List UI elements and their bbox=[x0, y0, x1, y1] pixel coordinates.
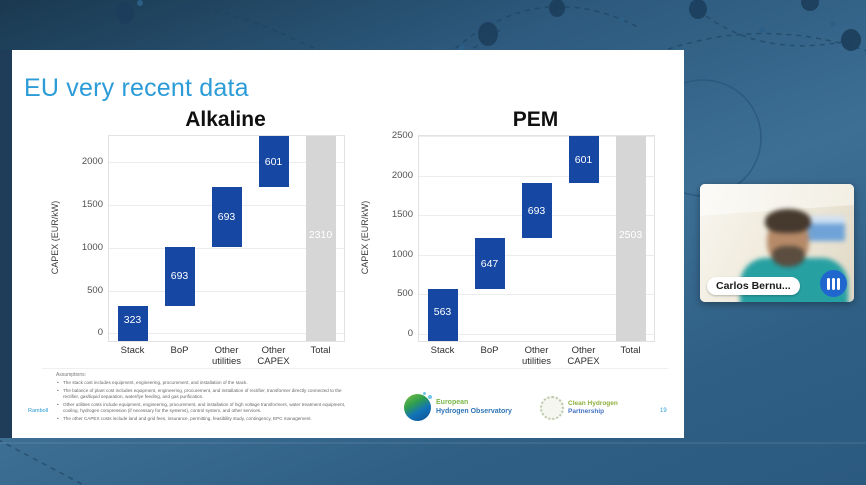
chart-pem: PEM CAPEX (EUR/kW) 0 500 1000 1500 2000 2500 5… bbox=[356, 108, 656, 367]
waterfall-bar bbox=[474, 238, 505, 290]
waterfall-bar bbox=[427, 289, 458, 341]
y-tick-label: 1500 bbox=[391, 209, 413, 221]
eho-logo-line1: European bbox=[436, 398, 469, 406]
bar-value-label: 647 bbox=[480, 257, 499, 270]
grid-line bbox=[419, 175, 654, 177]
assumption-item: Other utilities costs include equipment,… bbox=[56, 402, 358, 414]
y-tick-label: 2000 bbox=[391, 169, 413, 181]
grid-line bbox=[109, 247, 344, 249]
bars-icon bbox=[832, 277, 835, 290]
x-category-label: BoP bbox=[480, 345, 499, 356]
grid-line bbox=[419, 294, 654, 296]
y-tick-label: 0 bbox=[407, 327, 413, 339]
x-category-label: Total bbox=[310, 345, 331, 356]
wall-poster bbox=[808, 216, 845, 241]
assumption-item: The other CAPEX costs include land and g… bbox=[56, 416, 358, 422]
x-category-label: Other utilities bbox=[521, 345, 552, 367]
y-tick-label: 1500 bbox=[81, 199, 103, 211]
charts-row: Alkaline CAPEX (EUR/kW) 0 500 1000 1500 2000… bbox=[46, 108, 656, 367]
x-category-label: Stack bbox=[430, 345, 455, 356]
waterfall-bar bbox=[258, 136, 289, 188]
waterfall-bar bbox=[164, 246, 195, 306]
european-hydrogen-observatory-logo: European Hydrogen Observatory bbox=[404, 392, 512, 421]
chart-alkaline: Alkaline CAPEX (EUR/kW) 0 500 1000 1500 2000… bbox=[46, 108, 346, 367]
assumptions-block: Assumptions: The stack cost includes equ… bbox=[56, 372, 358, 424]
page-number: 19 bbox=[660, 408, 667, 414]
x-category-label: Other CAPEX bbox=[567, 345, 600, 367]
slide-title: EU very recent data bbox=[24, 74, 249, 102]
y-tick-label: 2000 bbox=[81, 156, 103, 168]
x-category-label: Other CAPEX bbox=[257, 345, 290, 367]
eho-logo-line2: Hydrogen Observatory bbox=[436, 407, 512, 415]
waterfall-bar bbox=[117, 305, 148, 341]
x-category-label: Other utilities bbox=[211, 345, 242, 367]
y-tick-label: 0 bbox=[97, 327, 103, 339]
bar-value-label: 693 bbox=[217, 210, 236, 223]
bar-value-label: 323 bbox=[123, 313, 142, 326]
bar-value-label: 601 bbox=[264, 155, 283, 168]
grid-line bbox=[109, 290, 344, 292]
webcam-tile[interactable]: Carlos Bernu... bbox=[700, 184, 854, 302]
plot-area-alkaline: 0 500 1000 1500 2000 323 Stack 693 BoP 693 Other u… bbox=[82, 135, 345, 367]
bars-icon bbox=[837, 277, 840, 290]
shared-slide: EU very recent data Alkaline CAPEX (EUR/… bbox=[0, 50, 684, 438]
x-category-label: BoP bbox=[170, 345, 189, 356]
bar-value-label: 601 bbox=[574, 153, 593, 166]
y-axis-label: CAPEX (EUR/kW) bbox=[50, 200, 60, 275]
background-highlight-band bbox=[0, 442, 866, 444]
assumption-item: The balance of plant cost includes equip… bbox=[56, 388, 358, 400]
y-tick-label: 500 bbox=[397, 288, 413, 300]
grid-line bbox=[419, 333, 654, 335]
y-tick-label: 1000 bbox=[81, 241, 103, 253]
footer-divider bbox=[42, 368, 668, 369]
grid-line bbox=[109, 333, 344, 335]
y-tick-label: 1000 bbox=[391, 248, 413, 260]
y-axis-label: CAPEX (EUR/kW) bbox=[360, 200, 370, 275]
assumption-item: The stack cost includes equipment, engin… bbox=[56, 380, 358, 386]
assumptions-header: Assumptions: bbox=[56, 372, 87, 378]
total-bar bbox=[615, 136, 646, 341]
y-tick-label: 500 bbox=[87, 284, 103, 296]
clean-hydrogen-partnership-logo: Clean Hydrogen Partnership bbox=[540, 396, 618, 420]
bar-value-label: 2503 bbox=[618, 228, 643, 241]
x-category-label: Stack bbox=[120, 345, 145, 356]
chp-logo-line1: Clean Hydrogen bbox=[568, 399, 618, 407]
waterfall-bar bbox=[568, 136, 599, 184]
waterfall-bar bbox=[211, 187, 242, 247]
ramboll-brand-text: Ramboll bbox=[28, 408, 49, 414]
waterfall-bar bbox=[521, 183, 552, 239]
plot-area-pem: 0 500 1000 1500 2000 2500 563 Stack 647 BoP 693 Oth… bbox=[392, 130, 655, 367]
x-category-label: Total bbox=[620, 345, 641, 356]
bar-value-label: 693 bbox=[170, 270, 189, 283]
chp-logo-line2: Partnership bbox=[568, 408, 605, 415]
bar-value-label: 563 bbox=[433, 305, 452, 318]
chart-title-pem: PEM bbox=[512, 108, 559, 131]
bar-value-label: 2310 bbox=[308, 228, 333, 241]
grid-line bbox=[419, 254, 654, 256]
participant-name-pill: Carlos Bernu... bbox=[707, 277, 800, 295]
chp-swirl-icon bbox=[540, 396, 564, 420]
chart-title-alkaline: Alkaline bbox=[185, 108, 266, 131]
bars-icon bbox=[827, 277, 830, 290]
total-bar bbox=[305, 136, 336, 341]
y-tick-label: 2500 bbox=[391, 130, 413, 142]
eho-globe-icon bbox=[404, 392, 432, 421]
grid-line bbox=[419, 136, 654, 138]
grid-line bbox=[109, 162, 344, 164]
webcam-menu-button[interactable] bbox=[820, 270, 847, 297]
bar-value-label: 693 bbox=[527, 204, 546, 217]
